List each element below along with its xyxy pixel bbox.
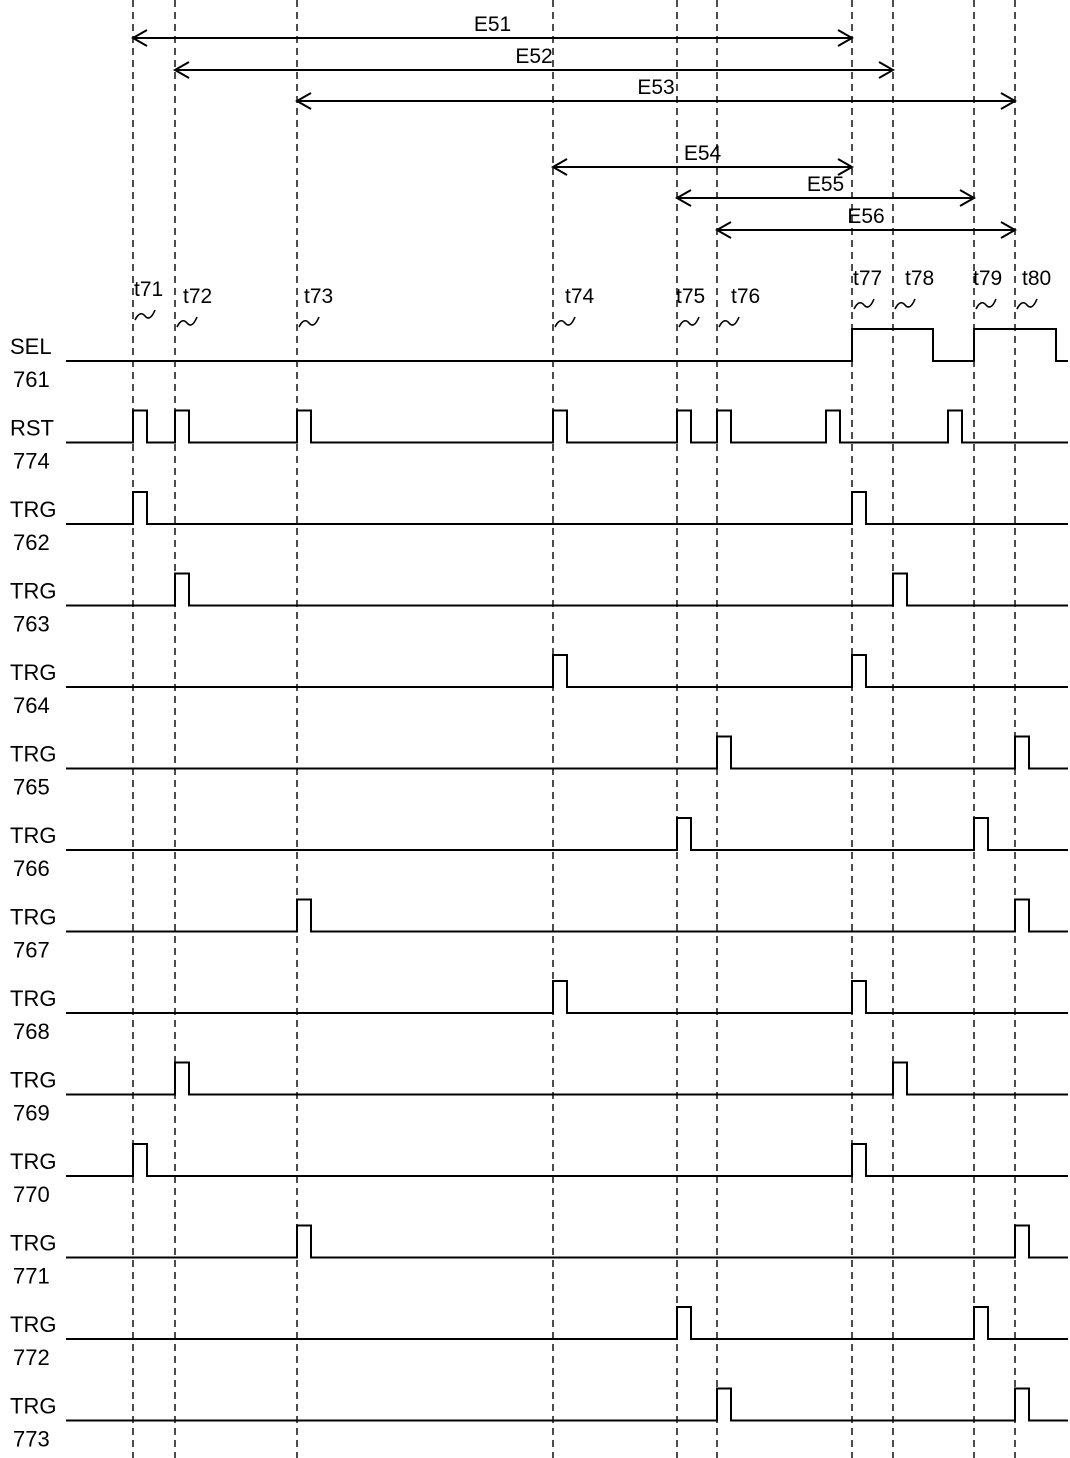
- period-label: E54: [684, 142, 722, 165]
- period-label: E53: [637, 76, 674, 99]
- waveform: [66, 1307, 1068, 1339]
- time-label-t74: t74: [565, 285, 595, 308]
- signal-name: TRG: [10, 1149, 56, 1174]
- waveform: [66, 492, 1068, 524]
- signal-trg-770: TRG 770: [10, 1144, 1068, 1207]
- waveform: [66, 1389, 1068, 1421]
- signal-number: 773: [13, 1427, 50, 1452]
- waveform: [66, 1144, 1068, 1176]
- signal-trg-773: TRG 773: [10, 1389, 1068, 1452]
- signal-number: 765: [13, 775, 50, 800]
- signal-trg-767: TRG 767: [10, 900, 1068, 963]
- period-e56: E56: [717, 205, 1015, 238]
- signal-name: TRG: [10, 986, 56, 1011]
- tilde-mark-t71: [135, 310, 155, 320]
- period-e55: E55: [677, 173, 974, 206]
- signal-trg-762: TRG 762: [10, 492, 1068, 555]
- tilde-mark-t77: [854, 299, 874, 309]
- waveform: [66, 818, 1068, 850]
- signal-number: 768: [13, 1019, 50, 1044]
- signal-number: 771: [13, 1264, 50, 1289]
- time-label-t75: t75: [676, 285, 705, 308]
- signal-number: 770: [13, 1182, 50, 1207]
- signal-number: 763: [13, 612, 50, 637]
- signal-trg-766: TRG 766: [10, 818, 1068, 881]
- signal-name: TRG: [10, 905, 56, 930]
- period-label: E51: [474, 13, 511, 36]
- signal-name: TRG: [10, 497, 56, 522]
- exposure-periods: E51E52 E53 E54 E55E56: [133, 13, 1015, 238]
- signal-name: TRG: [10, 1231, 56, 1256]
- signal-waveforms: SEL 761 RST 774 TRG 762 TRG 763 TRG 764 TRG 765 TRG 7…: [10, 329, 1068, 1452]
- signal-name: TRG: [10, 1312, 56, 1337]
- signal-name: TRG: [10, 660, 56, 685]
- signal-name: TRG: [10, 742, 56, 767]
- waveform: [66, 737, 1068, 769]
- time-labels: t71 t72 t73 t74 t75 t76 t77 t78 t79 t80: [134, 267, 1051, 327]
- signal-number: 772: [13, 1345, 50, 1370]
- time-label-t77: t77: [853, 267, 882, 290]
- signal-number: 774: [13, 449, 50, 474]
- waveform: [66, 411, 1068, 443]
- time-label-t73: t73: [304, 285, 333, 308]
- signal-trg-763: TRG 763: [10, 574, 1068, 637]
- tilde-mark-t75: [679, 317, 699, 327]
- signal-number: 761: [13, 367, 50, 392]
- signal-name: RST: [10, 416, 54, 441]
- signal-number: 762: [13, 530, 50, 555]
- signal-name: TRG: [10, 1068, 56, 1093]
- signal-name: TRG: [10, 823, 56, 848]
- signal-trg-768: TRG 768: [10, 981, 1068, 1044]
- time-label-t72: t72: [183, 285, 212, 308]
- signal-rst-774: RST 774: [10, 411, 1068, 474]
- signal-trg-765: TRG 765: [10, 737, 1068, 800]
- signal-number: 764: [13, 693, 50, 718]
- signal-number: 767: [13, 938, 50, 963]
- waveform: [66, 655, 1068, 687]
- waveform: [66, 981, 1068, 1013]
- signal-sel-761: SEL 761: [10, 329, 1068, 392]
- period-e54: E54: [553, 142, 852, 175]
- period-e52: E52: [175, 45, 893, 78]
- time-label-t78: t78: [905, 267, 934, 290]
- tilde-mark-t79: [976, 299, 996, 309]
- signal-number: 766: [13, 856, 50, 881]
- waveform: [66, 900, 1068, 932]
- period-label: E56: [847, 205, 884, 228]
- tilde-mark-t74: [555, 317, 575, 327]
- signal-number: 769: [13, 1101, 50, 1126]
- signal-name: TRG: [10, 1394, 56, 1419]
- tilde-mark-t72: [177, 317, 197, 327]
- tilde-mark-t80: [1017, 299, 1037, 309]
- time-label-t80: t80: [1022, 267, 1051, 290]
- period-label: E52: [515, 45, 552, 68]
- time-label-t76: t76: [731, 285, 760, 308]
- period-label: E55: [807, 173, 844, 196]
- signal-name: TRG: [10, 579, 56, 604]
- waveform: [66, 1226, 1068, 1258]
- time-label-t79: t79: [973, 267, 1002, 290]
- signal-trg-772: TRG 772: [10, 1307, 1068, 1370]
- signal-name: SEL: [10, 334, 52, 359]
- signal-trg-764: TRG 764: [10, 655, 1068, 718]
- signal-trg-771: TRG 771: [10, 1226, 1068, 1289]
- waveform: [66, 574, 1068, 606]
- tilde-mark-t78: [895, 299, 915, 309]
- waveform: [66, 1063, 1068, 1095]
- period-e53: E53: [297, 76, 1015, 109]
- period-e51: E51: [133, 13, 852, 46]
- time-label-t71: t71: [134, 278, 163, 301]
- signal-trg-769: TRG 769: [10, 1063, 1068, 1126]
- waveform: [66, 329, 1068, 361]
- tilde-mark-t76: [719, 317, 739, 327]
- tilde-mark-t73: [299, 317, 319, 327]
